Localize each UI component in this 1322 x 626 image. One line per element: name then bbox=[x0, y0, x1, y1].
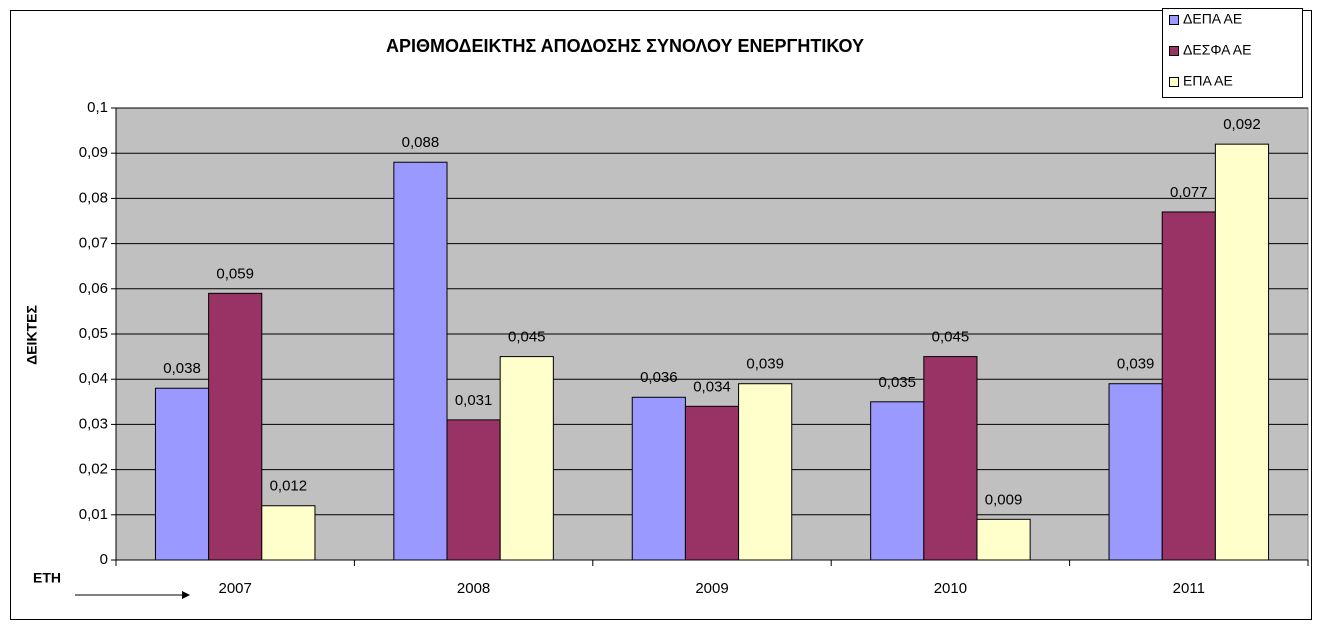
x-tick-label: 2010 bbox=[934, 580, 967, 597]
legend-label: ΔΕΠΑ ΑΕ bbox=[1183, 11, 1242, 27]
bar bbox=[631, 396, 686, 561]
y-tick-label: 0,04 bbox=[79, 370, 108, 387]
bar bbox=[1108, 383, 1163, 561]
x-tick-label: 2008 bbox=[457, 580, 490, 597]
value-label: 0,039 bbox=[746, 356, 784, 373]
bar bbox=[684, 405, 740, 561]
legend bbox=[1162, 8, 1303, 98]
value-label: 0,092 bbox=[1223, 116, 1261, 133]
value-label: 0,031 bbox=[455, 392, 493, 409]
legend-label: ΔΕΣΦΑ ΑΕ bbox=[1183, 42, 1251, 58]
bar bbox=[154, 387, 210, 561]
value-label: 0,039 bbox=[1117, 356, 1155, 373]
bar bbox=[446, 419, 501, 561]
chart-title: ΑΡΙΘΜΟΔΕΙΚΤΗΣ ΑΠΟΔΟΣΗΣ ΣΥΝΟΛΟΥ ΕΝΕΡΓΗΤΙΚ… bbox=[386, 36, 864, 56]
bar bbox=[923, 356, 978, 561]
x-tick-label: 2011 bbox=[1173, 580, 1205, 597]
y-tick-label: 0 bbox=[100, 551, 108, 568]
bar bbox=[1214, 143, 1270, 561]
y-tick-label: 0,03 bbox=[79, 415, 108, 432]
value-label: 0,059 bbox=[216, 265, 254, 282]
legend-swatch bbox=[1169, 46, 1179, 56]
bar bbox=[976, 518, 1031, 561]
value-label: 0,077 bbox=[1170, 184, 1208, 201]
bar bbox=[1161, 211, 1216, 561]
value-label: 0,009 bbox=[985, 491, 1023, 508]
value-label: 0,035 bbox=[878, 374, 916, 391]
y-tick-label: 0,02 bbox=[79, 461, 108, 478]
x-tick-label: 2009 bbox=[695, 580, 728, 597]
y-axis-label: ΔΕΙΚΤΕΣ bbox=[24, 305, 40, 365]
legend-label: ΕΠΑ ΑΕ bbox=[1183, 73, 1233, 89]
value-label: 0,034 bbox=[693, 378, 731, 395]
bar bbox=[738, 383, 793, 561]
value-label: 0,045 bbox=[508, 329, 546, 346]
value-label: 0,045 bbox=[932, 329, 970, 346]
x-tick-label: 2007 bbox=[219, 580, 252, 597]
y-tick-label: 0,07 bbox=[79, 235, 108, 252]
y-tick-label: 0,05 bbox=[79, 325, 108, 342]
bar bbox=[499, 356, 554, 561]
y-tick-label: 0,08 bbox=[79, 189, 108, 206]
value-label: 0,012 bbox=[270, 478, 308, 495]
arrow-head bbox=[182, 591, 190, 599]
bar bbox=[208, 292, 263, 561]
bar bbox=[870, 401, 925, 561]
legend-swatch bbox=[1169, 77, 1179, 87]
value-label: 0,036 bbox=[640, 369, 678, 386]
x-axis-label: ΕΤΗ bbox=[33, 570, 61, 586]
y-tick-label: 0,09 bbox=[79, 144, 108, 161]
y-tick-label: 0,1 bbox=[87, 99, 108, 116]
y-tick-label: 0,06 bbox=[79, 280, 108, 297]
bar bbox=[261, 505, 316, 561]
value-label: 0,038 bbox=[163, 360, 201, 377]
y-tick-label: 0,01 bbox=[79, 506, 108, 523]
value-label: 0,088 bbox=[402, 134, 440, 151]
bar bbox=[393, 161, 448, 561]
legend-swatch bbox=[1169, 15, 1179, 25]
